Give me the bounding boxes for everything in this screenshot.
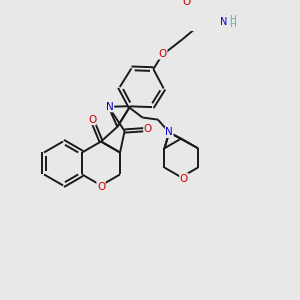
Text: O: O [180,173,188,184]
Text: N: N [106,102,114,112]
Text: O: O [144,124,152,134]
Text: O: O [182,0,191,8]
Text: O: O [88,115,96,125]
Text: H: H [229,20,236,29]
Text: O: O [159,49,167,59]
Text: H: H [229,15,236,24]
Text: N: N [220,17,228,27]
Text: O: O [97,182,105,192]
Text: N: N [165,128,173,137]
